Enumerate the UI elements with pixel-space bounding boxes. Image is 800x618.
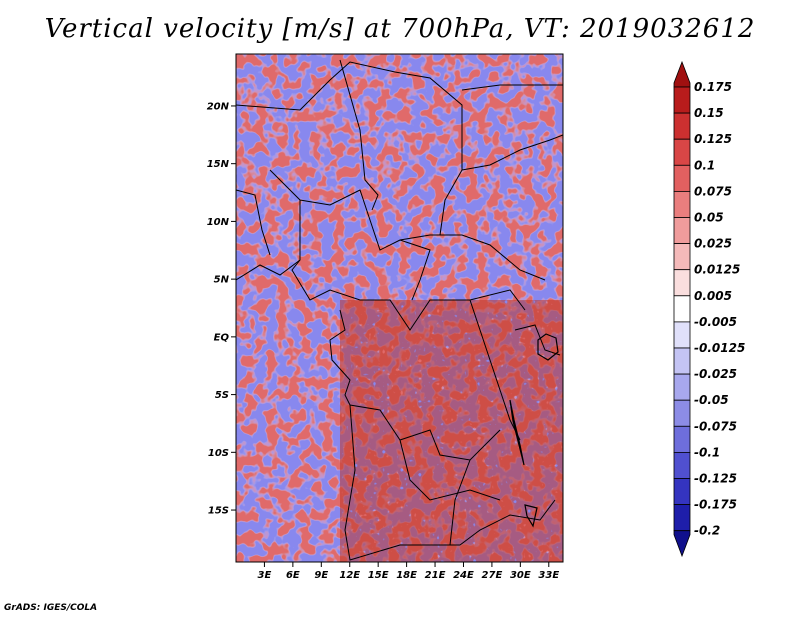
colorbar-label: -0.125 <box>694 472 737 486</box>
lon-tick-label: 3E <box>258 570 272 581</box>
colorbar-label: 0.025 <box>694 237 732 251</box>
colorbar-label: -0.0125 <box>694 341 745 355</box>
colorbar-swatch <box>673 504 691 532</box>
map-frame <box>235 53 564 563</box>
colorbar-label: 0.15 <box>694 106 724 120</box>
colorbar-label: -0.025 <box>694 367 737 381</box>
lon-tick-label: 24E <box>453 570 474 581</box>
colorbar-label: -0.05 <box>694 393 729 407</box>
colorbar-swatch <box>673 347 691 375</box>
lon-tick-label: 6E <box>286 570 300 581</box>
lon-tick-label: 33E <box>538 570 559 581</box>
colorbar-swatch <box>673 112 691 140</box>
colorbar-label: -0.175 <box>694 498 737 512</box>
colorbar-swatch <box>673 269 691 297</box>
colorbar-swatch <box>673 451 691 479</box>
colorbar-label: -0.005 <box>694 315 737 329</box>
colorbar-swatch <box>673 60 691 88</box>
lon-tick-label: 27E <box>482 570 503 581</box>
colorbar-swatch <box>673 295 691 323</box>
colorbar-label: 0.175 <box>694 80 732 94</box>
country-borders <box>236 59 563 561</box>
colorbar-swatch <box>673 373 691 401</box>
lakes <box>509 333 559 528</box>
colorbar-swatch <box>673 86 691 114</box>
colorbar-swatch <box>673 399 691 427</box>
lat-tick-label: EQ <box>214 332 230 343</box>
lon-tick-label: 15E <box>368 570 389 581</box>
footer-credit: GrADS: IGES/COLA <box>4 603 98 613</box>
colorbar: 0.175 0.15 0.125 0.1 0.075 0.05 0.025 0.0125 0.0… <box>673 60 745 558</box>
lat-tick-label: 15S <box>208 506 229 517</box>
lat-tick-label: 5S <box>215 390 229 401</box>
map-title: Vertical velocity [m/s] at 700hPa, VT: 2… <box>44 14 756 44</box>
lon-tick-label: 9E <box>314 570 328 581</box>
colorbar-label: -0.1 <box>694 445 720 459</box>
lon-tick-label: 12E <box>339 570 360 581</box>
longitude-axis: 3E 6E 9E 12E 15E 18E 21E 24E 27E 30E 33E <box>258 562 559 581</box>
colorbar-swatch <box>673 478 691 506</box>
colorbar-swatch <box>673 530 691 558</box>
velocity-field <box>236 54 563 562</box>
colorbar-swatch <box>673 138 691 166</box>
lat-tick-label: 20N <box>207 101 230 112</box>
colorbar-label: 0.0125 <box>694 263 740 277</box>
colorbar-label: 0.1 <box>694 158 715 172</box>
lat-tick-label: 15N <box>207 159 230 170</box>
colorbar-swatch <box>673 243 691 271</box>
lon-tick-label: 21E <box>425 570 446 581</box>
colorbar-label: 0.005 <box>694 289 732 303</box>
colorbar-label: 0.05 <box>694 211 724 225</box>
colorbar-swatch <box>673 321 691 349</box>
lon-tick-label: 18E <box>396 570 417 581</box>
lat-tick-label: 10S <box>208 448 229 459</box>
colorbar-label: -0.075 <box>694 419 737 433</box>
colorbar-label: 0.075 <box>694 184 732 198</box>
colorbar-swatch <box>673 190 691 218</box>
lon-tick-label: 30E <box>510 570 531 581</box>
colorbar-swatch <box>673 217 691 245</box>
colorbar-label: -0.2 <box>694 524 720 538</box>
colorbar-swatch <box>673 425 691 453</box>
latitude-axis: 20N 15N 10N 5N EQ 5S 10S 15S <box>207 101 236 517</box>
colorbar-swatch <box>673 164 691 192</box>
colorbar-label: 0.125 <box>694 132 732 146</box>
lat-tick-label: 5N <box>214 275 230 286</box>
lat-tick-label: 10N <box>207 217 230 228</box>
